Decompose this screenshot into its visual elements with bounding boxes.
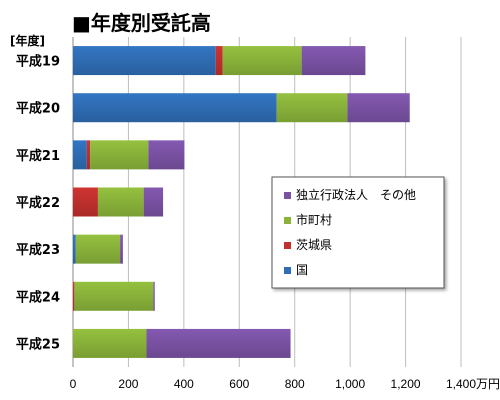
legend-label: 国: [296, 263, 308, 277]
bar-segment: [73, 328, 147, 358]
x-tick-label: 1,000: [335, 377, 365, 391]
y-tick-label: 平成21: [16, 148, 60, 164]
x-tick-label: 600: [229, 377, 249, 391]
legend-label: 茨城県: [296, 238, 332, 252]
y-tick-label: 平成23: [16, 242, 60, 258]
legend-box: [271, 176, 445, 289]
legend-swatch: [284, 192, 291, 199]
y-tick-label: 平成24: [16, 289, 60, 305]
x-tick-label: 1,400万円: [446, 377, 500, 391]
bar-segment: [215, 46, 223, 76]
y-tick-label: 平成19: [16, 54, 60, 70]
axes: 平成19 平成20 平成21 平成22 平成23 平成24 平成25 0 200 400 600 80…: [16, 54, 500, 391]
y-tick-label: 平成20: [16, 101, 60, 117]
x-tick-label: 800: [285, 377, 305, 391]
bar-segment: [75, 234, 121, 264]
bar-segment: [86, 140, 91, 170]
bar-segment: [276, 93, 348, 123]
chart-title: ■年度別受託高: [72, 11, 211, 35]
bar-segment: [222, 46, 302, 76]
x-tick-label: 0: [70, 377, 77, 391]
bar-segment: [73, 187, 98, 217]
bar-segment: [74, 281, 154, 311]
bar-segment: [73, 140, 87, 170]
bar-segment: [143, 187, 164, 217]
y-tick-label: 平成22: [16, 195, 60, 211]
legend-label: 独立行政法人 その他: [296, 187, 416, 202]
y-axis-label: [年度]: [10, 33, 45, 48]
x-tick-label: 200: [118, 377, 138, 391]
bar-segment: [73, 234, 76, 264]
legend-swatch: [284, 267, 291, 274]
bar-segment: [73, 281, 75, 311]
bar-segment: [148, 140, 185, 170]
legend-swatch: [284, 242, 291, 249]
y-tick-label: 平成25: [16, 336, 60, 352]
legend-label: 市町村: [296, 212, 332, 227]
x-tick-label: 400: [174, 377, 194, 391]
bar-segment: [120, 234, 123, 264]
bar-segment: [347, 93, 410, 123]
bars: [73, 46, 410, 358]
bar-segment: [73, 93, 277, 123]
bar-segment: [97, 187, 144, 217]
bar-segment: [146, 328, 291, 358]
bar-segment: [153, 281, 155, 311]
bar-segment: [301, 46, 366, 76]
legend-swatch: [284, 217, 291, 224]
x-tick-label: 1,200: [391, 377, 421, 391]
bar-segment: [90, 140, 149, 170]
bar-segment: [73, 46, 216, 76]
